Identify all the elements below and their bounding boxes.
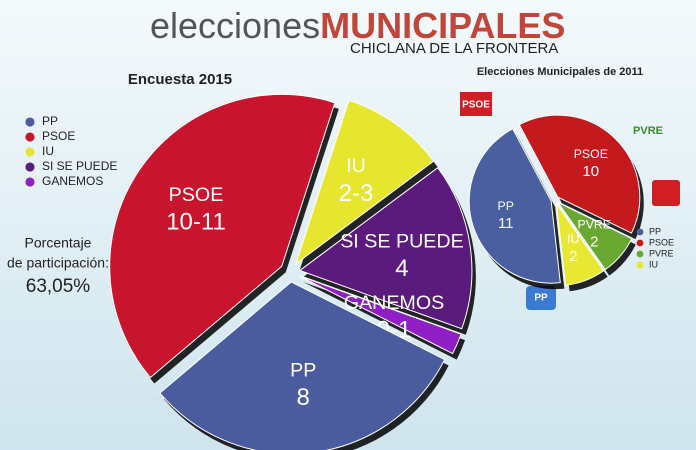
legend-label: PSOE xyxy=(649,237,674,247)
pie-slice xyxy=(109,93,336,379)
slice-value: 10 xyxy=(582,163,599,180)
legend-swatch xyxy=(25,132,35,142)
logo-text: PSOE xyxy=(462,100,490,111)
slice-label: PP xyxy=(290,359,316,381)
logo xyxy=(526,286,556,310)
chart-title: Elecciones Municipales de 2011 xyxy=(477,66,643,78)
pie-slice xyxy=(555,203,605,286)
legend-label: IU xyxy=(649,259,658,269)
legend-swatch xyxy=(25,147,35,157)
logo-text: PP xyxy=(534,293,548,304)
slice-value: 4 xyxy=(395,255,408,282)
pie-slice xyxy=(298,167,473,330)
pie-slice xyxy=(557,202,633,271)
pie-slice-shadow xyxy=(303,281,466,360)
slice-label: PSOE xyxy=(574,147,608,161)
slice-label: SI SE PUEDE xyxy=(340,230,464,252)
slice-value: 11 xyxy=(498,215,514,232)
header-subtitle: CHICLANA DE LA FRONTERA xyxy=(350,40,558,57)
legend-label: PSOE xyxy=(42,129,75,143)
participation-label: Porcentaje xyxy=(25,235,92,251)
legend-label: PVRE xyxy=(649,248,674,258)
pie-slice xyxy=(298,275,462,355)
title-bold: MUNICIPALES xyxy=(320,5,565,46)
legend-label: PP xyxy=(42,114,58,128)
slice-value: 8 xyxy=(297,384,310,411)
slice-value: 10-11 xyxy=(166,209,226,236)
pie-slice xyxy=(468,128,561,284)
logo xyxy=(652,180,680,206)
slice-value: 2 xyxy=(569,248,577,265)
title-light: elecciones xyxy=(150,5,320,46)
logo xyxy=(460,92,492,116)
legend-swatch xyxy=(636,239,644,247)
slice-label: IU xyxy=(346,155,366,177)
legend-swatch xyxy=(636,228,644,236)
pie-slice xyxy=(518,114,641,234)
slice-label: PSOE xyxy=(169,184,224,206)
pie-slice xyxy=(159,281,446,450)
legend-label: GANEMOS xyxy=(42,174,103,188)
legend-swatch xyxy=(25,117,35,127)
logo-text: PVRE xyxy=(633,125,663,137)
slice-label: PVRE xyxy=(578,217,612,231)
slice-value: 2 xyxy=(590,233,598,250)
legend-label: SI SE PUEDE xyxy=(42,159,117,173)
participation-label: de participación: xyxy=(7,255,109,271)
slice-value: 2-3 xyxy=(339,180,374,207)
legend-swatch xyxy=(25,162,35,172)
legend-label: PP xyxy=(649,226,661,236)
pie-slice xyxy=(294,99,435,266)
legend-swatch xyxy=(25,177,35,187)
header-title: eleccionesMUNICIPALES xyxy=(150,5,565,46)
slice-label: GANEMOS xyxy=(344,292,445,314)
legend-label: IU xyxy=(42,144,54,158)
chart-title: Encuesta 2015 xyxy=(128,71,232,88)
slice-label: PP xyxy=(498,199,514,213)
legend-swatch xyxy=(636,250,644,258)
legend-swatch xyxy=(636,261,644,269)
slice-label: IU xyxy=(567,232,579,246)
participation-value: 63,05% xyxy=(26,276,91,297)
